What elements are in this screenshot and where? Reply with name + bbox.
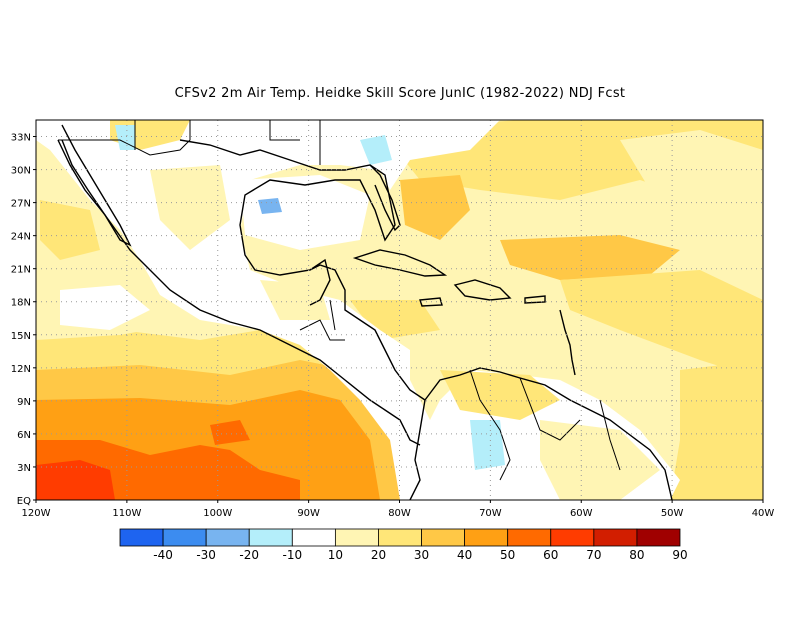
colorbar-swatch bbox=[421, 528, 466, 547]
colorbar-label: 70 bbox=[586, 548, 601, 562]
skill-patch bbox=[40, 200, 100, 260]
lon-tick-label: 60W bbox=[570, 508, 593, 519]
skill-patch bbox=[400, 175, 470, 240]
longitude-axis: 120W 110W 100W 90W 80W 70W 60W 50W 40W bbox=[22, 500, 775, 519]
gridlines bbox=[36, 120, 763, 500]
colorbar-swatch bbox=[636, 528, 681, 547]
colorbar-swatch bbox=[291, 528, 336, 547]
lon-tick-label: 90W bbox=[297, 508, 320, 519]
colorbar-label: 50 bbox=[500, 548, 515, 562]
lat-tick-label: 24N bbox=[11, 232, 31, 243]
colorbar-label: -40 bbox=[153, 548, 173, 562]
lon-tick-label: 40W bbox=[752, 508, 775, 519]
colorbar: -40 -30 -20 -10 10 20 30 40 50 60 70 80 90 bbox=[119, 528, 688, 562]
colorbar-label: 60 bbox=[543, 548, 558, 562]
skill-patch bbox=[260, 280, 330, 320]
colorbar-swatch bbox=[593, 528, 638, 547]
skill-patch bbox=[360, 135, 392, 165]
lat-tick-label: 33N bbox=[11, 133, 31, 144]
colorbar-label: 10 bbox=[328, 548, 343, 562]
colorbar-label: -10 bbox=[283, 548, 303, 562]
skill-patch bbox=[210, 420, 250, 445]
colorbar-label: -20 bbox=[239, 548, 259, 562]
lat-tick-label: 9N bbox=[17, 397, 31, 408]
skill-patch bbox=[470, 420, 505, 470]
coastlines bbox=[57, 124, 673, 500]
skill-patch bbox=[670, 360, 763, 500]
lon-tick-label: 100W bbox=[203, 508, 232, 519]
latitude-axis: 33N 30N 27N 24N 21N 18N 15N 12N 9N 6N 3N EQ bbox=[11, 133, 36, 507]
colorbar-label: 90 bbox=[672, 548, 687, 562]
lon-tick-label: 80W bbox=[388, 508, 411, 519]
lat-tick-label: 21N bbox=[11, 265, 31, 276]
colorbar-label: 20 bbox=[371, 548, 386, 562]
lat-tick-label: EQ bbox=[17, 496, 31, 507]
colorbar-label: 40 bbox=[457, 548, 472, 562]
colorbar-label: -30 bbox=[196, 548, 216, 562]
skill-patch bbox=[60, 285, 150, 330]
lon-tick-label: 50W bbox=[661, 508, 684, 519]
colorbar-swatch bbox=[205, 528, 250, 547]
skill-patch bbox=[150, 165, 230, 250]
colorbar-swatch bbox=[119, 528, 164, 547]
lat-tick-label: 30N bbox=[11, 166, 31, 177]
lon-tick-label: 110W bbox=[112, 508, 141, 519]
lat-tick-label: 6N bbox=[17, 430, 31, 441]
skill-patch bbox=[540, 420, 660, 500]
skill-patch bbox=[115, 125, 135, 150]
lon-tick-label: 70W bbox=[479, 508, 502, 519]
skill-patch bbox=[36, 460, 115, 500]
lat-tick-label: 12N bbox=[11, 364, 31, 375]
lon-tick-label: 120W bbox=[22, 508, 51, 519]
skill-patch bbox=[500, 235, 680, 280]
skill-patch bbox=[258, 198, 282, 214]
colorbar-swatch bbox=[507, 528, 552, 547]
lat-tick-label: 3N bbox=[17, 463, 31, 474]
skill-patch bbox=[440, 370, 560, 420]
colorbar-swatch bbox=[550, 528, 595, 547]
lat-tick-label: 27N bbox=[11, 199, 31, 210]
colorbar-swatch bbox=[162, 528, 207, 547]
colorbar-label: 80 bbox=[629, 548, 644, 562]
lat-tick-label: 15N bbox=[11, 331, 31, 342]
map-title: CFSv2 2m Air Temp. Heidke Skill Score Ju… bbox=[174, 86, 626, 101]
skill-patch bbox=[240, 175, 370, 250]
skill-patch bbox=[560, 270, 763, 380]
colorbar-swatch bbox=[248, 528, 293, 547]
lat-tick-label: 18N bbox=[11, 298, 31, 309]
colorbar-swatch bbox=[334, 528, 379, 547]
colorbar-swatch bbox=[464, 528, 509, 547]
colorbar-swatch bbox=[378, 528, 422, 547]
colorbar-label: 30 bbox=[414, 548, 429, 562]
